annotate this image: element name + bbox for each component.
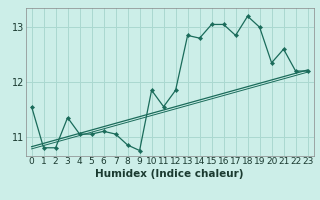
X-axis label: Humidex (Indice chaleur): Humidex (Indice chaleur)	[95, 169, 244, 179]
